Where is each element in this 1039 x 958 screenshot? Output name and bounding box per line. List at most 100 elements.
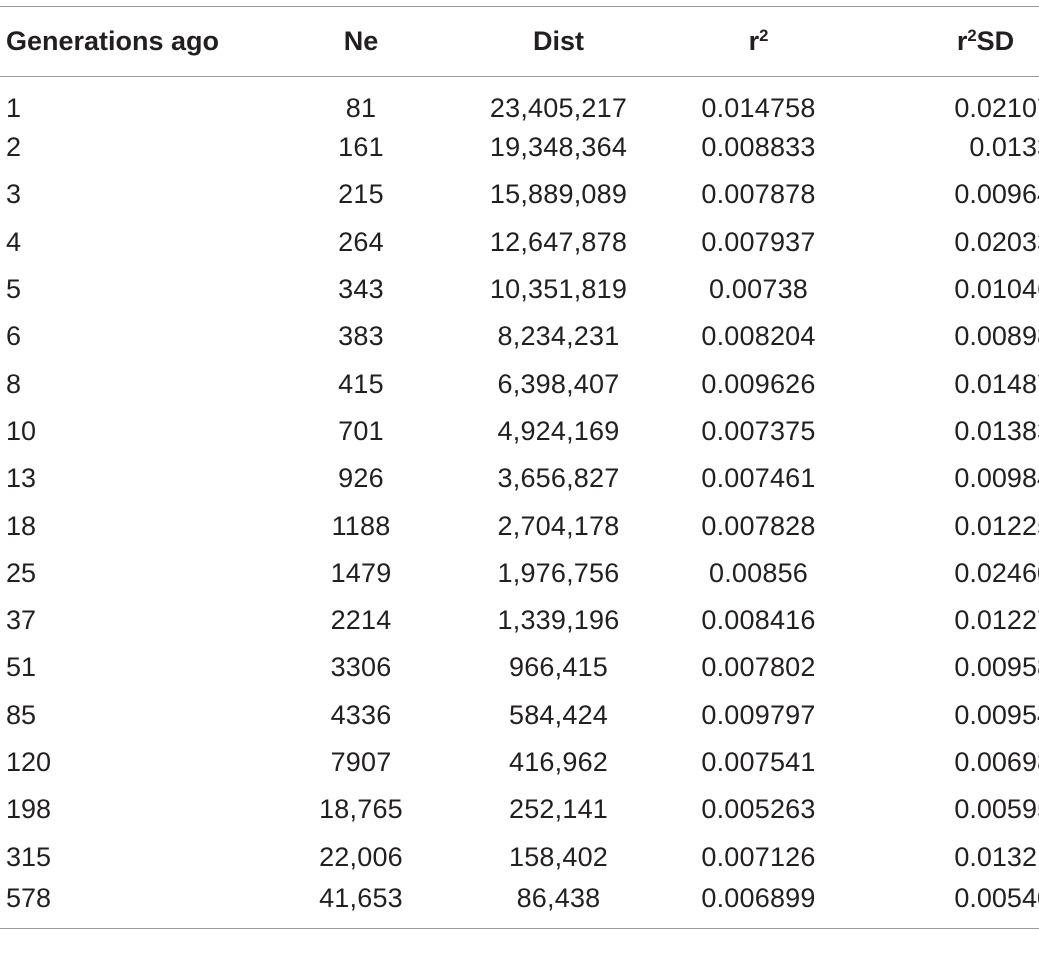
cell-dist: 3,656,827	[497, 463, 620, 494]
table-row: 578 41,653 86,438 0.006899 0.005409	[0, 881, 1039, 929]
cell-ne: 161	[338, 132, 384, 163]
cell-generations-ago: 3	[6, 179, 22, 210]
cell-dist: 19,348,364	[489, 132, 628, 163]
cell-dist: 10,351,819	[489, 274, 628, 305]
table-row: 315 22,006 158,402 0.007126 0.013214	[0, 833, 1039, 880]
cell-dist: 416,962	[509, 747, 608, 777]
cell-r2sd: 0.013214	[954, 841, 1039, 872]
cell-dist: 86,438	[516, 882, 601, 913]
cell-ne: 4336	[330, 699, 392, 730]
header-r2-base: r	[748, 26, 760, 56]
cell-generations-ago: 85	[6, 699, 37, 730]
cell-r2sd: 0.009649	[954, 179, 1039, 210]
header-ne: Ne	[343, 26, 379, 56]
table-body: 18123,405,2170.0147580.021072216119,348,…	[0, 77, 1039, 929]
header-r2sd-superscript: 2	[967, 25, 977, 45]
cell-ne: 3306	[330, 652, 392, 683]
cell-ne: 701	[338, 415, 384, 446]
header-generations-ago: Generations ago	[6, 26, 220, 56]
cell-ne: 383	[338, 321, 384, 352]
cell-r2: 0.006899	[701, 882, 816, 913]
cell-r2sd: 0.005951	[954, 794, 1039, 825]
table-row: 18 1188 2,704,178 0.007828 0.012254	[0, 502, 1039, 549]
table-row: 10 701 4,924,169 0.007375 0.013835	[0, 408, 1039, 455]
cell-dist: 4,924,169	[497, 415, 620, 446]
cell-generations-ago: 37	[6, 605, 37, 636]
header-dist: Dist	[532, 26, 584, 56]
cell-dist: 23,405,217	[489, 93, 628, 123]
cell-ne: 415	[338, 368, 384, 399]
cell-r2: 0.00856	[709, 557, 808, 588]
cell-generations-ago: 5	[6, 274, 22, 305]
cell-ne: 1188	[331, 510, 391, 541]
cell-ne: 1479	[330, 557, 392, 588]
cell-generations-ago: 120	[6, 747, 52, 777]
table-row: 120 7907 416,962 0.007541 0.006982	[0, 739, 1039, 786]
cell-r2: 0.009797	[701, 699, 816, 730]
cell-r2sd: 0.006982	[954, 747, 1039, 777]
header-row: Generations ago Ne Dist r2 r2SD	[0, 6, 1039, 77]
table-row: 37 2214 1,339,196 0.008416 0.012279	[0, 597, 1039, 644]
cell-r2: 0.014758	[701, 93, 816, 123]
cell-dist: 584,424	[509, 699, 608, 730]
table-row: 51 3306 966,415 0.007802 0.009583	[0, 644, 1039, 691]
cell-r2: 0.009626	[701, 368, 816, 399]
table-row: 25 1479 1,976,756 0.00856 0.024602	[0, 550, 1039, 597]
cell-dist: 1,976,756	[497, 557, 620, 588]
cell-r2sd: 0.014871	[954, 368, 1039, 399]
cell-r2sd: 0.012279	[954, 605, 1039, 636]
cell-r2: 0.007802	[701, 652, 816, 683]
cell-generations-ago: 578	[6, 882, 52, 913]
table-row: 4 264 12,647,878 0.007937 0.020335	[0, 219, 1039, 266]
cell-ne: 22,006	[319, 841, 403, 872]
cell-ne: 2214	[330, 605, 392, 636]
ne-estimates-table: Generations ago Ne Dist r2 r2SD 1 81 23,40…	[0, 6, 1039, 929]
cell-generations-ago: 198	[6, 794, 52, 825]
cell-r2sd: 0.010466	[954, 274, 1039, 305]
table-row: 85 4336 584,424 0.009797 0.009544	[0, 692, 1039, 739]
cell-generations-ago: 8	[6, 368, 22, 399]
table-row: 3 215 15,889,089 0.007878 0.009649	[0, 171, 1039, 218]
cell-r2sd: 0.009583	[954, 652, 1039, 683]
table-row: 8 415 6,398,407 0.009626 0.014871	[0, 360, 1039, 407]
header-r2: r2	[651, 7, 866, 77]
cell-generations-ago: 6	[6, 321, 22, 352]
cell-r2: 0.007126	[701, 841, 816, 872]
header-r2-superscript: 2	[759, 25, 769, 45]
cell-generations-ago: 4	[6, 226, 22, 257]
cell-r2: 0.008204	[701, 321, 816, 352]
cell-r2: 0.007828	[701, 510, 816, 541]
cell-generations-ago: 2	[6, 132, 22, 163]
cell-dist: 15,889,089	[489, 179, 628, 210]
cell-r2: 0.008416	[701, 605, 816, 636]
cell-r2sd: 0.024602	[954, 557, 1039, 588]
header-r2sd-base: r	[956, 26, 968, 56]
cell-generations-ago: 25	[6, 557, 37, 588]
table-row: 1 81 23,405,217 0.014758 0.021072	[0, 77, 1039, 125]
cell-r2sd: 0.009848	[954, 463, 1039, 494]
cell-ne: 264	[338, 226, 384, 257]
cell-r2sd: 0.020335	[954, 226, 1039, 257]
table-row: 198 18,765 252,141 0.005263 0.005951	[0, 786, 1039, 833]
cell-generations-ago: 315	[6, 841, 52, 872]
cell-ne: 215	[338, 179, 384, 210]
cell-dist: 12,647,878	[489, 226, 628, 257]
cell-dist: 8,234,231	[497, 321, 620, 352]
cell-r2: 0.007375	[701, 415, 816, 446]
cell-r2sd: 0.009544	[954, 699, 1039, 730]
cell-dist: 252,141	[509, 794, 608, 825]
cell-generations-ago: 51	[6, 652, 37, 683]
cell-dist: 158,402	[509, 841, 608, 872]
cell-r2sd: 0.005409	[954, 882, 1039, 913]
cell-r2: 0.008833	[701, 132, 816, 163]
cell-ne: 18,765	[319, 794, 403, 825]
cell-ne: 926	[338, 463, 384, 494]
cell-ne: 7907	[330, 747, 392, 777]
cell-generations-ago: 1	[6, 93, 22, 123]
header-r2sd-suffix: SD	[976, 26, 1015, 56]
cell-r2sd: 0.012254	[954, 510, 1039, 541]
cell-ne: 343	[338, 274, 384, 305]
